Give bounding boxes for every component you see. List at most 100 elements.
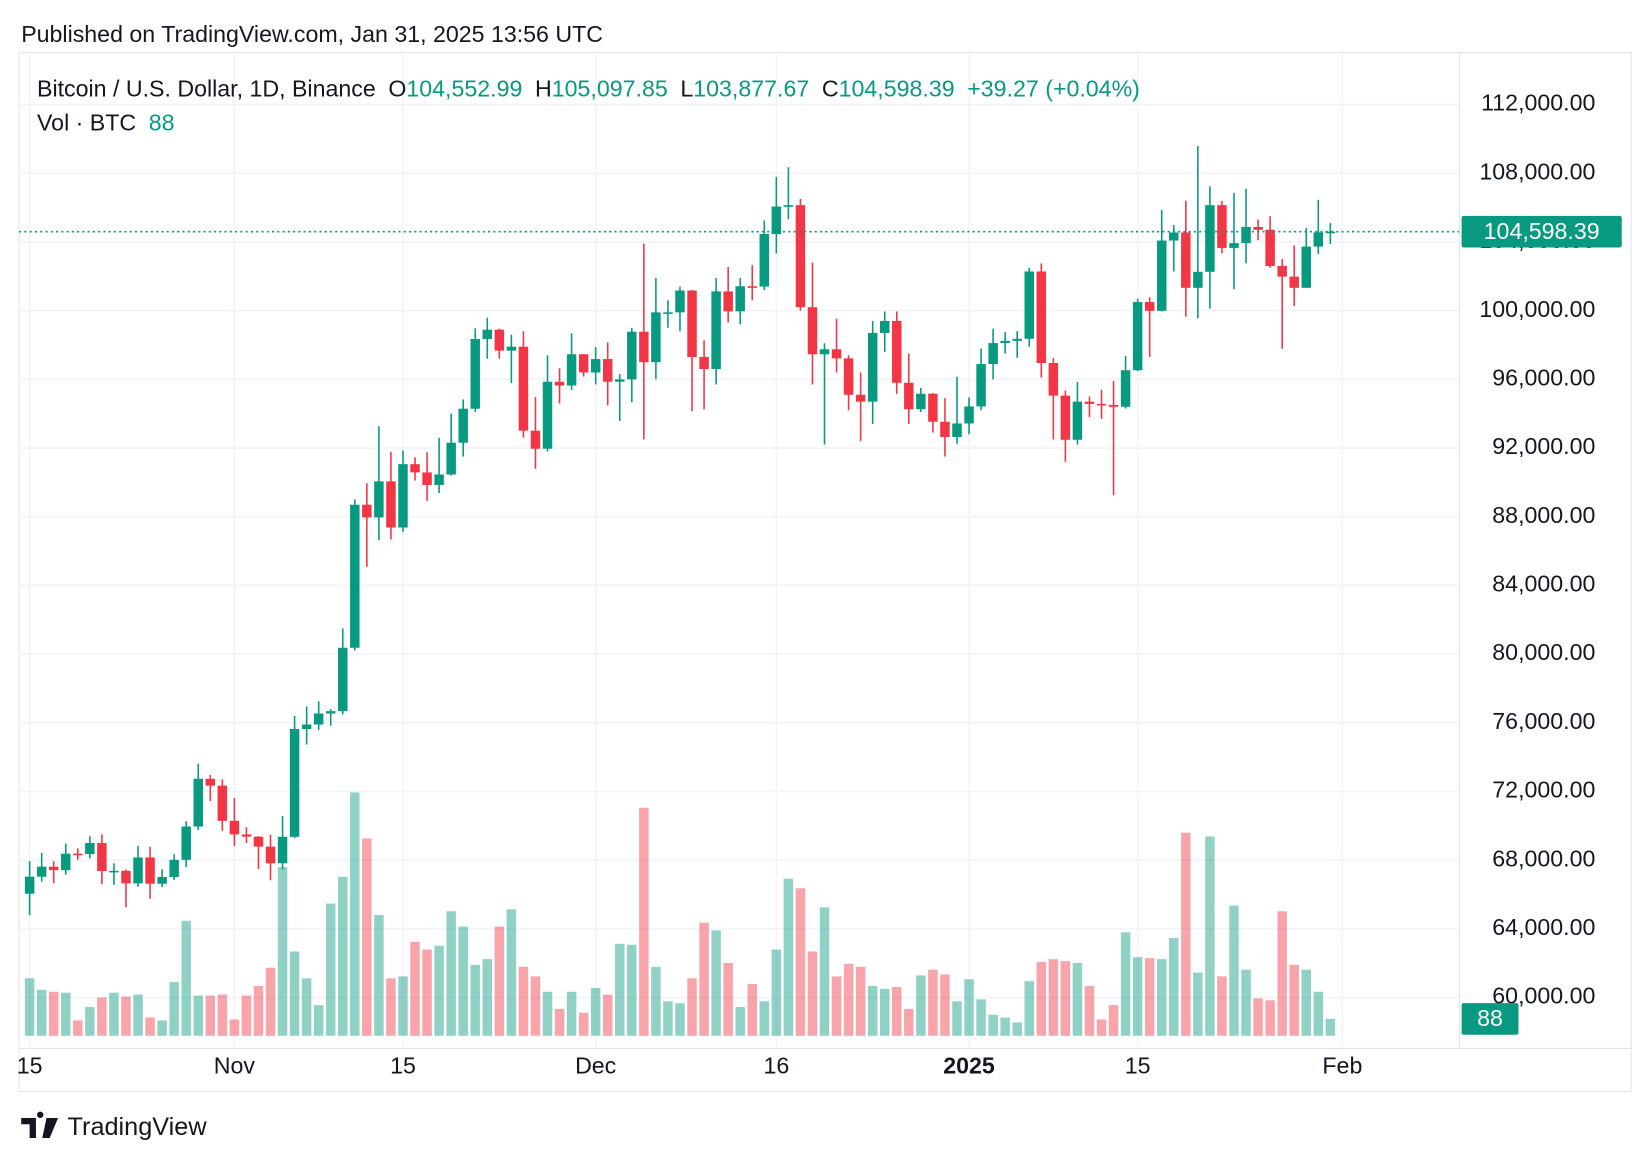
candle-body xyxy=(350,504,360,648)
x-tick-label: 15 xyxy=(17,1053,43,1079)
candle-body xyxy=(1301,246,1311,288)
x-tick-label: Dec xyxy=(575,1053,616,1079)
candle-body xyxy=(313,713,324,725)
candle-body xyxy=(48,866,59,871)
grid xyxy=(19,52,1460,1049)
candle-body xyxy=(663,312,673,314)
candle-body xyxy=(843,358,854,395)
volume-bar xyxy=(1096,1019,1107,1036)
volume-bar xyxy=(362,838,372,1036)
volume-bar xyxy=(1048,959,1059,1036)
volume-bar xyxy=(121,996,131,1036)
volume-bar xyxy=(1084,985,1095,1036)
volume-bar xyxy=(855,966,866,1036)
volume-value: 88 xyxy=(149,109,175,135)
volume-bar xyxy=(1181,832,1191,1036)
volume-bar xyxy=(615,943,625,1036)
volume-bar xyxy=(976,999,986,1036)
volume-bar xyxy=(1012,1022,1022,1036)
volume-legend: Vol · BTC 88 xyxy=(37,109,175,135)
candle-body xyxy=(458,408,468,443)
y-tick-label: 80,000.00 xyxy=(1492,639,1595,665)
candle-body xyxy=(109,870,119,873)
candle-body xyxy=(36,866,47,877)
candle-body xyxy=(952,423,962,438)
candle-body xyxy=(940,421,950,438)
last-price-label: 104,598.39 xyxy=(1484,218,1600,244)
volume-bar xyxy=(470,964,480,1036)
x-tick-label: 15 xyxy=(390,1053,416,1079)
candle-body xyxy=(205,778,216,786)
candle-body xyxy=(1060,395,1071,440)
candle-body xyxy=(1181,232,1191,288)
y-tick-label: 92,000.00 xyxy=(1492,433,1595,459)
volume-value-label: 88 xyxy=(1477,1005,1503,1031)
volume-bar xyxy=(1193,972,1203,1036)
volume-bar xyxy=(133,994,143,1036)
candle-body xyxy=(916,393,926,410)
volume-bar xyxy=(1301,969,1311,1036)
candle-body xyxy=(976,364,986,407)
volume-bar xyxy=(639,807,649,1036)
x-tick-label: 16 xyxy=(763,1053,789,1079)
candle-body xyxy=(1205,205,1215,272)
volume-bar xyxy=(24,978,35,1036)
volume-bar xyxy=(193,995,203,1036)
volume-bar xyxy=(964,979,974,1036)
candle-body xyxy=(1217,205,1227,248)
candle-body xyxy=(362,504,372,518)
volume-bar xyxy=(48,991,59,1036)
candle-body xyxy=(470,338,480,409)
candle-body xyxy=(1108,404,1119,407)
candle-body xyxy=(1229,243,1239,248)
candle-body xyxy=(434,474,444,485)
volume-bar xyxy=(482,959,493,1036)
volume-bar xyxy=(578,1012,589,1036)
volume-bar xyxy=(518,966,529,1036)
volume-bar xyxy=(157,1020,167,1036)
volume-bar xyxy=(566,991,577,1036)
candle-body xyxy=(121,870,131,884)
volume-bar xyxy=(843,963,854,1036)
candle-body xyxy=(687,290,697,358)
y-tick-label: 96,000.00 xyxy=(1492,364,1595,390)
candle-body xyxy=(1169,232,1179,241)
candle-body xyxy=(229,820,240,835)
candle-body xyxy=(446,442,456,475)
candle-body xyxy=(181,826,191,860)
volume-bar xyxy=(36,989,47,1036)
candle-body xyxy=(193,778,203,827)
volume-bar xyxy=(1108,1005,1119,1036)
volume-bar xyxy=(1217,976,1227,1036)
candle-body xyxy=(1289,276,1299,288)
candle-body xyxy=(590,359,601,373)
volume-label: Vol · BTC xyxy=(37,109,136,135)
volume-bar xyxy=(723,962,733,1036)
volume-bar xyxy=(1205,836,1215,1036)
volume-bar xyxy=(988,1014,998,1036)
y-tick-label: 112,000.00 xyxy=(1481,90,1595,116)
volume-bar xyxy=(313,1005,324,1036)
volume-bar xyxy=(97,997,107,1036)
volume-bar xyxy=(253,985,264,1036)
candle-body xyxy=(518,346,529,431)
volume-value-box xyxy=(1461,1003,1519,1035)
volume-bar xyxy=(350,792,360,1036)
volume-bar xyxy=(1120,932,1131,1036)
candle-body xyxy=(301,724,312,729)
candle-body xyxy=(904,382,914,410)
candle-body xyxy=(855,394,866,402)
candle-body xyxy=(1084,401,1095,404)
volume-bar xyxy=(675,1003,685,1036)
y-tick-label: 72,000.00 xyxy=(1492,777,1595,803)
volume-bar xyxy=(771,949,782,1036)
candle-body xyxy=(723,291,733,312)
candle-body xyxy=(735,286,745,312)
candle-body xyxy=(374,481,384,518)
x-tick-label: 2025 xyxy=(943,1053,995,1079)
candle-body xyxy=(73,853,83,856)
volume-bar xyxy=(879,988,890,1036)
volume-bar xyxy=(916,975,926,1036)
last-price-box xyxy=(1461,215,1622,248)
